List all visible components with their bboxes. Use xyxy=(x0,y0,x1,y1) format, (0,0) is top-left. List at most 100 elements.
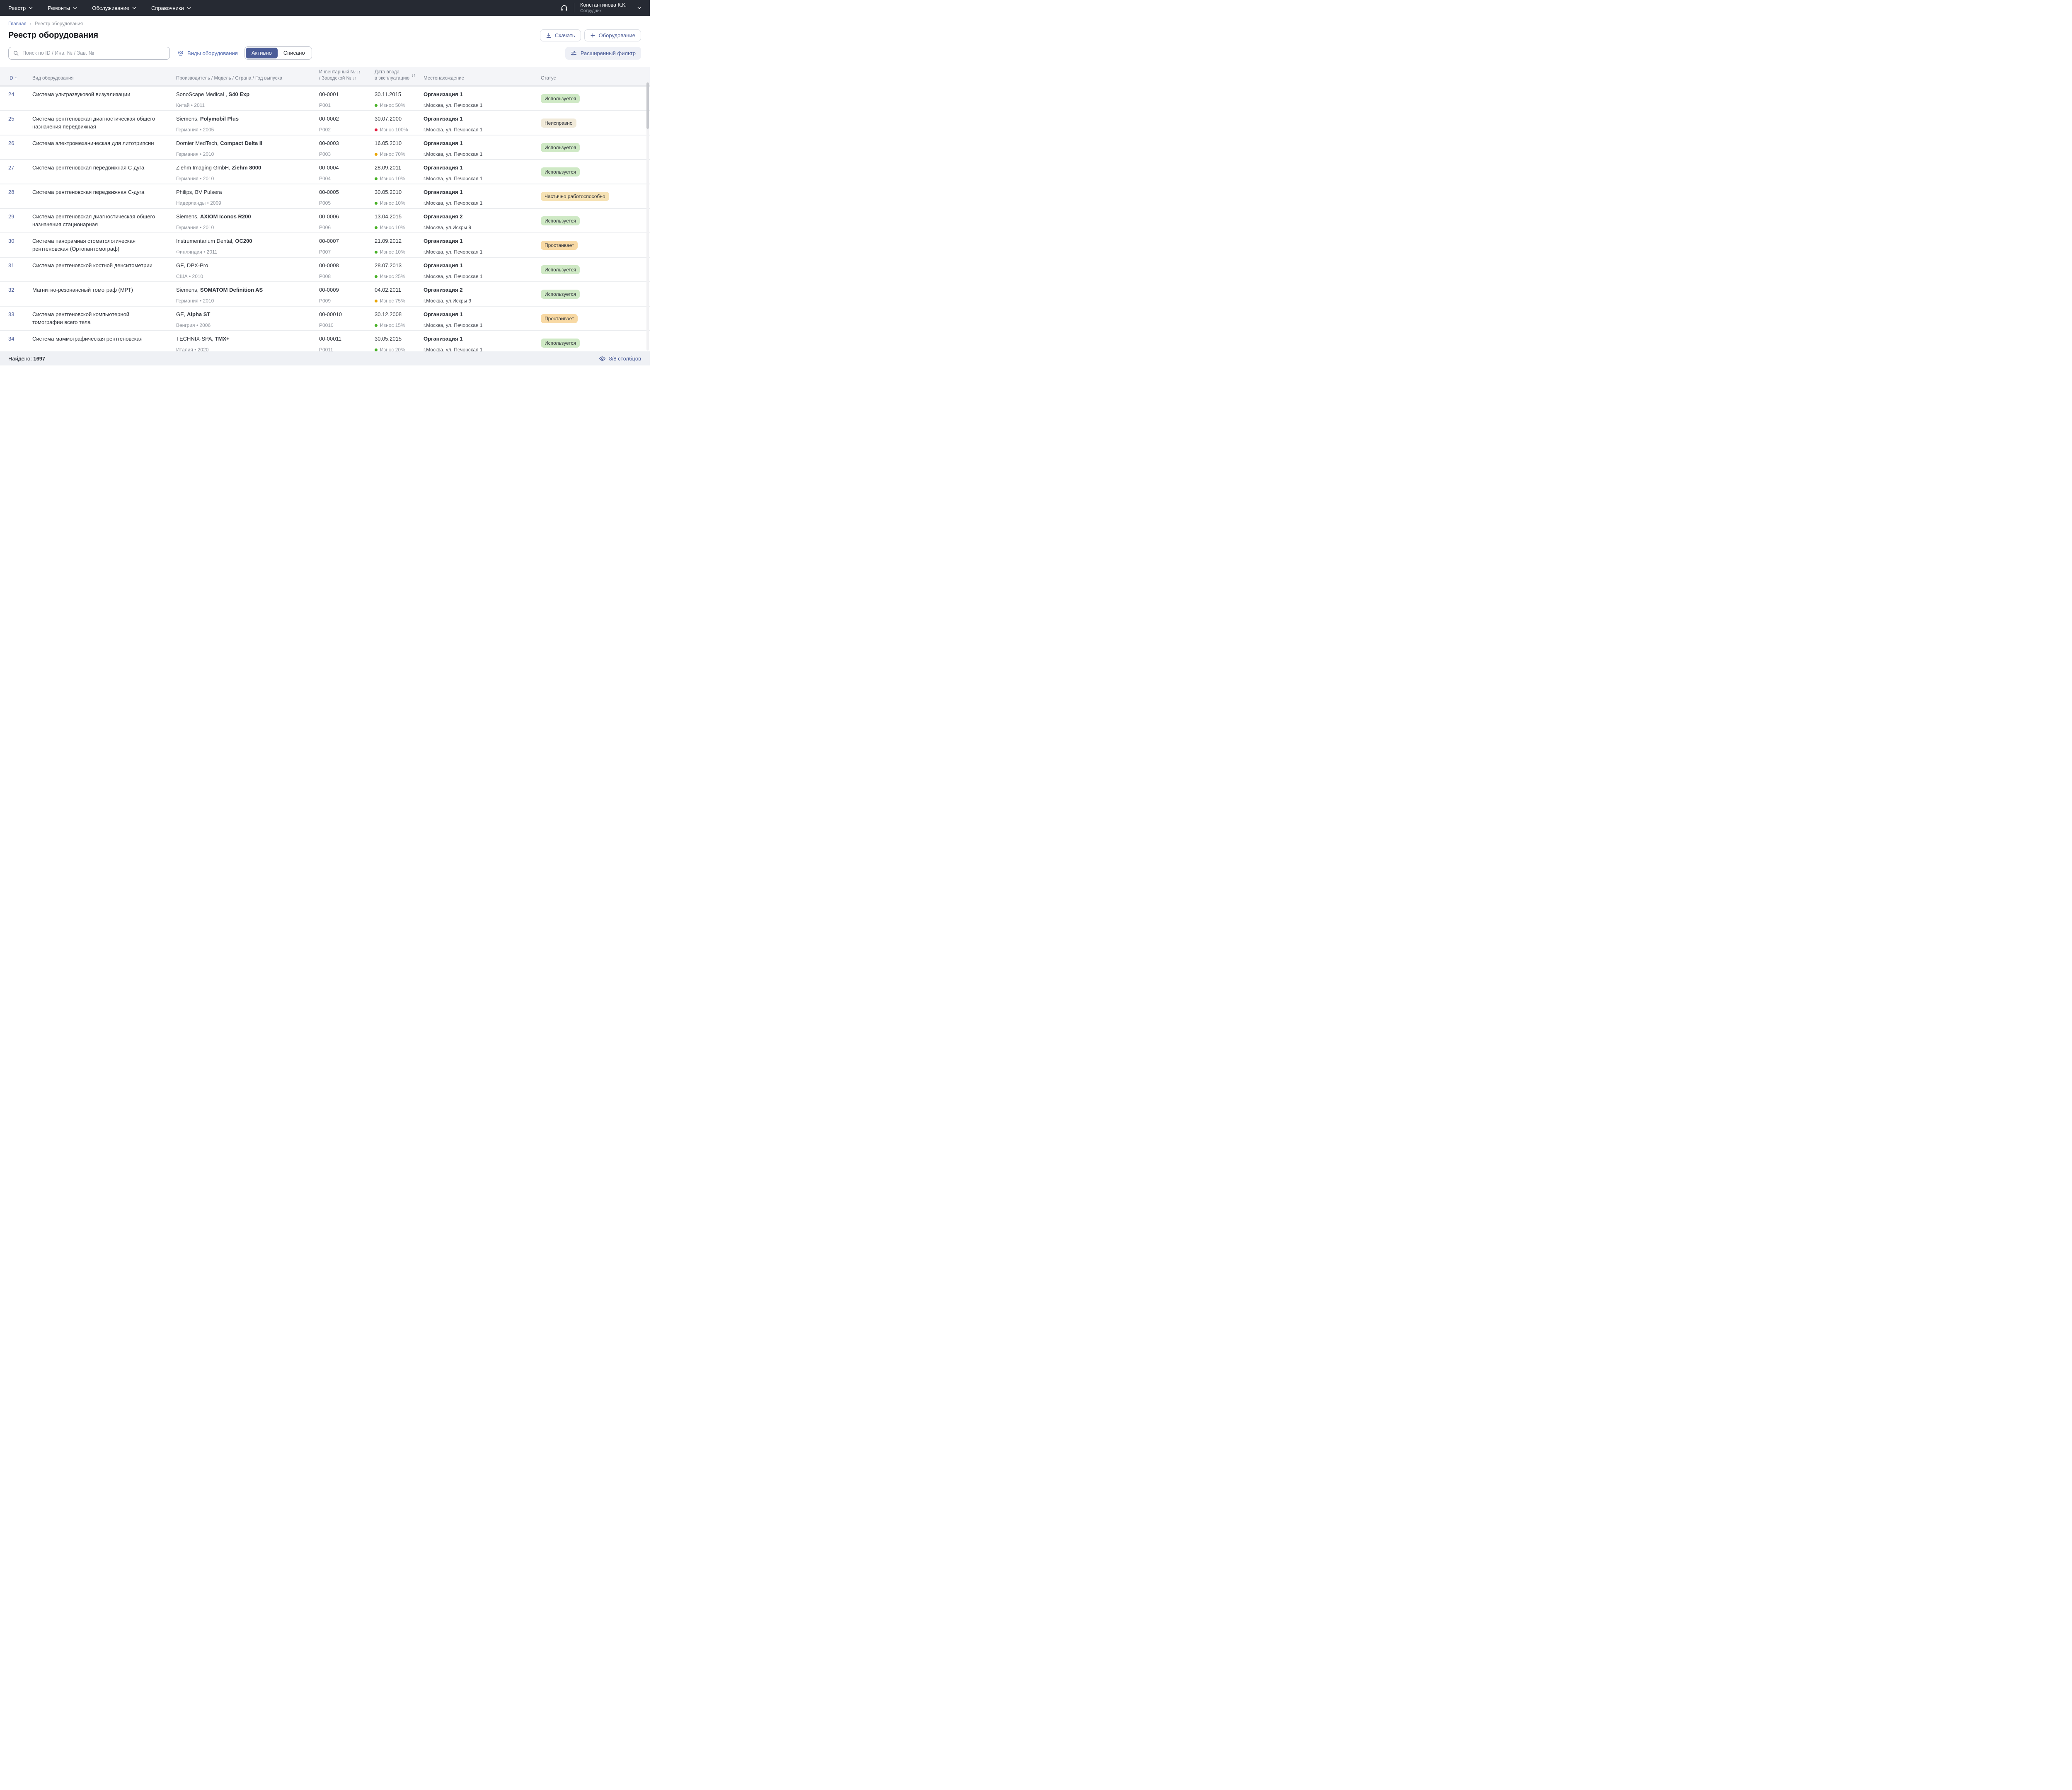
table-row[interactable]: 32 Магнитно-резонансный томограф (МРТ) S… xyxy=(0,282,650,307)
chevron-down-icon xyxy=(637,7,641,10)
commission-date: 30.12.2008 xyxy=(375,310,417,318)
manufacturer: SonoScape Medical , xyxy=(176,91,228,97)
country-year: Германия • 2010 xyxy=(176,175,312,183)
status-toggle: Активно Списано xyxy=(244,46,312,60)
table-footer: Найдено: 1697 8/8 столбцов xyxy=(0,351,650,365)
status-badge: Используется xyxy=(541,94,580,103)
commission-date: 30.05.2010 xyxy=(375,188,417,196)
support-headset-icon[interactable] xyxy=(560,4,568,12)
commission-date: 21.09.2012 xyxy=(375,237,417,245)
manufacturer: TECHNIX-SPA, xyxy=(176,336,215,342)
sliders-icon xyxy=(571,50,577,56)
column-header-id[interactable]: ID ↑ xyxy=(8,75,32,82)
table-row[interactable]: 26 Система электромеханическая для литот… xyxy=(0,135,650,160)
country-year: Германия • 2010 xyxy=(176,224,312,232)
column-header-inventory[interactable]: Инвентарный №↓↑ / Заводской №↓↑ xyxy=(319,69,375,82)
equipment-type: Магнитно-резонансный томограф (МРТ) xyxy=(32,282,176,306)
columns-visibility-control[interactable]: 8/8 столбцов xyxy=(599,355,641,362)
serial-number: Р001 xyxy=(319,102,368,109)
table-row[interactable]: 28 Система рентгеновская передвижная С-д… xyxy=(0,184,650,209)
equipment-types-label: Виды оборудования xyxy=(187,50,238,56)
advanced-filter-button[interactable]: Расширенный фильтр xyxy=(565,47,641,60)
sort-icon: ↓↑ xyxy=(353,75,356,82)
download-button[interactable]: Скачать xyxy=(540,29,581,41)
nav-menu-maintenance[interactable]: Обслуживание xyxy=(92,5,136,11)
country-year: Финляндия • 2011 xyxy=(176,248,312,256)
equipment-types-link[interactable]: Виды оборудования xyxy=(177,50,238,56)
organization: Организация 1 xyxy=(424,237,534,245)
table-row[interactable]: 25 Система рентгеновская диагностическая… xyxy=(0,111,650,135)
commission-date: 13.04.2015 xyxy=(375,213,417,220)
address: г.Москва, ул. Печорская 1 xyxy=(424,150,534,158)
wear-label: Износ 75% xyxy=(380,297,405,305)
nav-menu-repairs[interactable]: Ремонты xyxy=(48,5,77,11)
chevron-down-icon xyxy=(187,7,191,10)
wear-label: Износ 10% xyxy=(380,248,405,256)
table-row[interactable]: 33 Система рентгеновской компьютерной то… xyxy=(0,307,650,331)
plus-icon xyxy=(590,33,595,38)
table-row[interactable]: 29 Система рентгеновская диагностическая… xyxy=(0,209,650,233)
add-equipment-button[interactable]: Оборудование xyxy=(584,29,641,41)
wear-label: Износ 10% xyxy=(380,199,405,207)
toggle-active-option[interactable]: Активно xyxy=(246,48,278,58)
manufacturer: GE, xyxy=(176,262,187,268)
breadcrumb-current: Реестр оборудования xyxy=(35,22,83,27)
nav-menu-directories[interactable]: Справочники xyxy=(151,5,191,11)
country-year: Германия • 2010 xyxy=(176,150,312,158)
serial-number: Р003 xyxy=(319,150,368,158)
search-input[interactable] xyxy=(22,50,165,56)
download-icon xyxy=(546,33,552,39)
commission-date: 04.02.2011 xyxy=(375,286,417,294)
row-id: 32 xyxy=(8,282,32,306)
table-row[interactable]: 24 Система ультразвуковой визуализации S… xyxy=(0,87,650,111)
wear-indicator-dot xyxy=(375,104,378,107)
toggle-written-off-option[interactable]: Списано xyxy=(278,48,311,58)
found-count-value: 1697 xyxy=(33,356,45,362)
status-badge: Простаивает xyxy=(541,241,578,250)
breadcrumb-home-link[interactable]: Главная xyxy=(8,22,27,27)
commission-date: 16.05.2010 xyxy=(375,139,417,147)
model: OC200 xyxy=(235,238,252,244)
model: AXIOM Iconos R200 xyxy=(200,213,251,220)
user-name: Константинова К.К. xyxy=(580,2,627,9)
sort-icon: ↓↑ xyxy=(357,69,360,75)
wear-indicator-dot xyxy=(375,324,378,327)
column-header-location: Местонахождение xyxy=(424,75,541,82)
address: г.Москва, ул. Печорская 1 xyxy=(424,273,534,281)
wear-label: Износ 100% xyxy=(380,126,408,134)
scrollbar-thumb[interactable] xyxy=(646,82,649,129)
table-row[interactable]: 31 Система рентгеновской костной денсито… xyxy=(0,258,650,282)
chevron-down-icon xyxy=(73,7,77,10)
status-badge: Используется xyxy=(541,167,580,177)
row-id: 25 xyxy=(8,111,32,135)
commission-date: 28.07.2013 xyxy=(375,261,417,269)
organization: Организация 1 xyxy=(424,139,534,147)
wear-indicator-dot xyxy=(375,300,378,302)
model: Alpha ST xyxy=(187,311,210,317)
country-year: США • 2010 xyxy=(176,273,312,281)
organization: Организация 1 xyxy=(424,115,534,123)
wear-label: Износ 25% xyxy=(380,273,405,281)
manufacturer: Ziehm Imaging GmbH, xyxy=(176,164,232,171)
column-header-date[interactable]: Дата ввода в эксплуатацию ↓↑ xyxy=(375,69,424,82)
table-body: 24 Система ультразвуковой визуализации S… xyxy=(0,87,650,356)
breadcrumb: Главная › Реестр оборудования xyxy=(8,21,641,27)
advanced-filter-label: Расширенный фильтр xyxy=(581,50,636,56)
equipment-type: Система рентгеновской компьютерной томог… xyxy=(32,307,176,330)
equipment-type: Система рентгеновская передвижная С-дуга xyxy=(32,160,176,184)
wear-indicator-dot xyxy=(375,275,378,278)
wear-label: Износ 15% xyxy=(380,322,405,329)
model: Ziehm 8000 xyxy=(232,164,261,171)
serial-number: Р006 xyxy=(319,224,368,232)
status-badge: Неисправно xyxy=(541,119,576,128)
commission-date: 28.09.2011 xyxy=(375,164,417,172)
manufacturer: Dornier MedTech, xyxy=(176,140,220,146)
row-id: 31 xyxy=(8,258,32,281)
serial-number: Р005 xyxy=(319,199,368,207)
user-menu[interactable]: Константинова К.К. Сотрудник xyxy=(580,2,641,14)
table-row[interactable]: 27 Система рентгеновская передвижная С-д… xyxy=(0,160,650,184)
nav-menu-label: Реестр xyxy=(8,5,26,11)
nav-menu-registry[interactable]: Реестр xyxy=(8,5,33,11)
table-row[interactable]: 30 Система панорамная стоматологическая … xyxy=(0,233,650,258)
inventory-number: 00-0001 xyxy=(319,90,368,98)
